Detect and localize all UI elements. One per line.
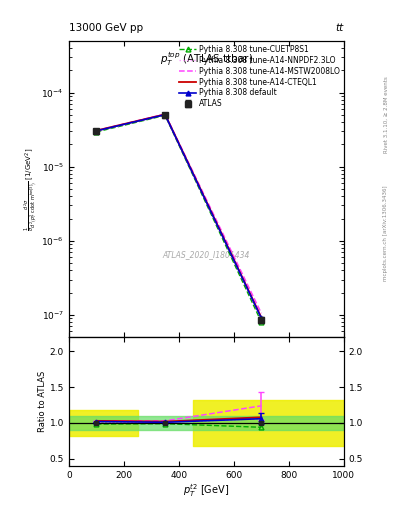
Pythia 8.308 tune-A14-NNPDF2.3LO: [163, 112, 167, 118]
Pythia 8.308 default: [163, 112, 167, 118]
Text: mcplots.cern.ch [arXiv:1306.3436]: mcplots.cern.ch [arXiv:1306.3436]: [384, 186, 388, 281]
Pythia 8.308 tune-A14-MSTW2008LO: [94, 127, 99, 134]
Pythia 8.308 tune-A14-MSTW2008LO: [163, 111, 167, 117]
Pythia 8.308 tune-CUETP8S1: [94, 129, 99, 135]
Text: Rivet 3.1.10, ≥ 2.8M events: Rivet 3.1.10, ≥ 2.8M events: [384, 77, 388, 154]
Text: tt: tt: [336, 23, 344, 33]
Text: $p_T^{top}$ (ATLAS ttbar): $p_T^{top}$ (ATLAS ttbar): [160, 50, 253, 68]
Y-axis label: Ratio to ATLAS: Ratio to ATLAS: [38, 371, 47, 432]
Pythia 8.308 tune-CUETP8S1: [163, 112, 167, 118]
Pythia 8.308 default: [94, 128, 99, 134]
Pythia 8.308 tune-A14-CTEQL1: [259, 314, 264, 321]
Pythia 8.308 tune-A14-CTEQL1: [94, 127, 99, 134]
Line: Pythia 8.308 tune-A14-CTEQL1: Pythia 8.308 tune-A14-CTEQL1: [96, 114, 261, 317]
Pythia 8.308 tune-A14-NNPDF2.3LO: [259, 315, 264, 322]
Pythia 8.308 default: [259, 315, 264, 322]
Text: 13000 GeV pp: 13000 GeV pp: [69, 23, 143, 33]
Pythia 8.308 tune-A14-NNPDF2.3LO: [94, 128, 99, 134]
Text: ATLAS_2020_I1801434: ATLAS_2020_I1801434: [163, 250, 250, 259]
Pythia 8.308 tune-CUETP8S1: [259, 319, 264, 325]
Pythia 8.308 tune-A14-CTEQL1: [163, 111, 167, 117]
Line: Pythia 8.308 tune-CUETP8S1: Pythia 8.308 tune-CUETP8S1: [94, 113, 264, 325]
Line: Pythia 8.308 default: Pythia 8.308 default: [94, 112, 264, 321]
Y-axis label: $\frac{1}{\sigma}\frac{d^{2}\sigma}{d^{2}\left(p_{T}^{2}\ \mathrm{cdot\ m}^{\mat: $\frac{1}{\sigma}\frac{d^{2}\sigma}{d^{2…: [22, 147, 40, 231]
X-axis label: $p_T^{t2}$ [GeV]: $p_T^{t2}$ [GeV]: [183, 482, 230, 499]
Line: Pythia 8.308 tune-A14-MSTW2008LO: Pythia 8.308 tune-A14-MSTW2008LO: [96, 114, 261, 313]
Legend: Pythia 8.308 tune-CUETP8S1, Pythia 8.308 tune-A14-NNPDF2.3LO, Pythia 8.308 tune-: Pythia 8.308 tune-CUETP8S1, Pythia 8.308…: [178, 43, 342, 110]
Line: Pythia 8.308 tune-A14-NNPDF2.3LO: Pythia 8.308 tune-A14-NNPDF2.3LO: [96, 115, 261, 318]
Pythia 8.308 tune-A14-MSTW2008LO: [259, 310, 264, 316]
